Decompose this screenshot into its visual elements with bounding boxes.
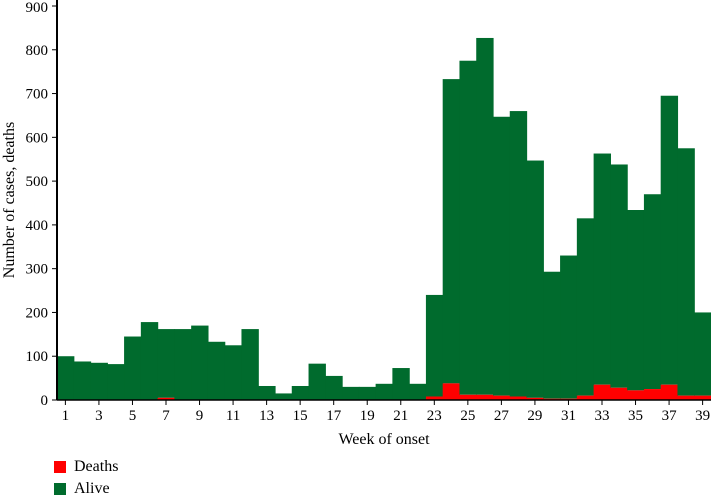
bar-alive-week-25: [459, 60, 477, 395]
y-tick-label: 800: [26, 43, 49, 59]
x-tick-label: 15: [293, 408, 308, 424]
bar-deaths-week-39: [694, 395, 711, 400]
legend-item-deaths: Deaths: [54, 456, 118, 478]
bar-deaths-week-32: [576, 395, 595, 400]
bar-alive-week-2: [73, 361, 92, 400]
bar-alive-week-11: [224, 345, 243, 400]
x-tick-label: 3: [95, 408, 103, 424]
bar-alive-week-32: [576, 218, 595, 396]
x-axis-title: Week of onset: [338, 431, 430, 448]
y-tick-label: 300: [26, 262, 49, 278]
bar-alive-week-34: [610, 164, 628, 388]
legend-swatch-alive: [54, 483, 66, 495]
bar-alive-week-8: [174, 329, 192, 400]
x-tick-label: 25: [460, 408, 475, 424]
bar-alive-week-36: [643, 194, 662, 390]
bar-deaths-week-24: [442, 383, 461, 400]
bar-deaths-week-33: [593, 384, 611, 400]
bar-alive-week-17: [325, 375, 343, 400]
bar-alive-week-24: [442, 79, 461, 384]
bar-deaths-week-23: [425, 396, 444, 400]
bar-alive-week-26: [476, 37, 494, 395]
x-tick-label: 27: [494, 408, 510, 424]
bar-alive-week-13: [258, 385, 276, 400]
y-tick-label: 900: [26, 0, 49, 16]
x-tick-label: 13: [259, 408, 274, 424]
y-tick-label: 100: [26, 349, 49, 365]
bar-deaths-week-28: [509, 396, 528, 400]
x-tick-label: 35: [628, 408, 643, 424]
bar-deaths-week-25: [459, 394, 477, 400]
y-axis-title: Number of cases, deaths: [1, 122, 18, 278]
y-tick-label: 700: [26, 87, 49, 103]
bar-alive-week-12: [241, 329, 259, 400]
y-tick-label: 600: [26, 130, 49, 146]
x-tick-label: 37: [662, 408, 678, 424]
bar-alive-week-3: [90, 362, 108, 400]
legend: Deaths Alive: [54, 456, 118, 500]
bar-alive-week-5: [124, 336, 142, 400]
x-ticks-group: 1 3 5 7 9 11 13 15 17 19 21 23 25 27 29 31 33 35 37 39: [62, 400, 710, 424]
x-tick-label: 21: [393, 408, 408, 424]
bar-alive-week-35: [627, 210, 645, 391]
bar-alive-week-37: [660, 95, 679, 385]
x-tick-label: 7: [162, 408, 170, 424]
x-tick-label: 1: [62, 408, 70, 424]
bar-alive-week-16: [308, 363, 326, 400]
bar-alive-week-27: [493, 116, 511, 396]
x-tick-label: 39: [695, 408, 710, 424]
bar-deaths-week-37: [660, 384, 679, 400]
bar-alive-week-4: [107, 364, 125, 400]
x-tick-label: 19: [360, 408, 375, 424]
bar-deaths-week-35: [627, 390, 645, 400]
bar-alive-week-28: [509, 111, 528, 397]
bar-alive-week-22: [409, 383, 427, 400]
legend-label-deaths: Deaths: [74, 458, 119, 475]
y-ticks-group: 0 100 200 300 400 500 600 700 800 900: [26, 0, 57, 409]
bar-deaths-week-27: [493, 395, 511, 400]
bar-alive-week-33: [593, 153, 611, 385]
y-tick-label: 500: [26, 174, 49, 190]
bar-alive-week-21: [392, 368, 410, 400]
bar-alive-week-6: [140, 322, 159, 400]
bar-deaths-week-34: [610, 387, 628, 400]
x-tick-label: 5: [129, 408, 137, 424]
bar-alive-week-19: [358, 386, 377, 400]
bars-group: [57, 37, 711, 400]
bar-alive-week-38: [677, 148, 695, 396]
x-tick-label: 33: [595, 408, 610, 424]
bar-deaths-week-29: [526, 397, 544, 400]
bar-deaths-week-7: [157, 397, 175, 400]
bar-alive-week-9: [191, 325, 209, 400]
x-tick-label: 31: [561, 408, 576, 424]
bar-alive-week-1: [57, 356, 75, 400]
legend-swatch-deaths: [54, 461, 66, 473]
bar-alive-week-23: [425, 294, 444, 397]
bar-alive-week-14: [275, 393, 293, 400]
legend-item-alive: Alive: [54, 478, 118, 500]
bar-alive-week-20: [375, 383, 393, 400]
bar-alive-week-18: [342, 386, 360, 400]
legend-label-alive: Alive: [74, 480, 110, 497]
bar-alive-week-39: [694, 312, 711, 396]
x-tick-label: 29: [527, 408, 542, 424]
bar-deaths-week-38: [677, 395, 695, 400]
x-tick-label: 9: [196, 408, 204, 424]
bar-alive-week-15: [291, 385, 310, 400]
y-tick-label: 200: [26, 305, 49, 321]
bar-alive-week-30: [543, 271, 561, 399]
x-tick-label: 11: [226, 408, 240, 424]
bar-alive-week-7: [157, 329, 175, 398]
bar-alive-week-10: [207, 341, 226, 400]
y-tick-label: 400: [26, 218, 49, 234]
bar-alive-week-29: [526, 160, 544, 398]
bar-deaths-week-26: [476, 394, 494, 400]
x-tick-label: 23: [427, 408, 442, 424]
y-tick-label: 0: [41, 393, 49, 409]
bar-deaths-week-36: [643, 389, 662, 400]
x-tick-label: 17: [326, 408, 342, 424]
bar-alive-week-31: [560, 255, 578, 399]
